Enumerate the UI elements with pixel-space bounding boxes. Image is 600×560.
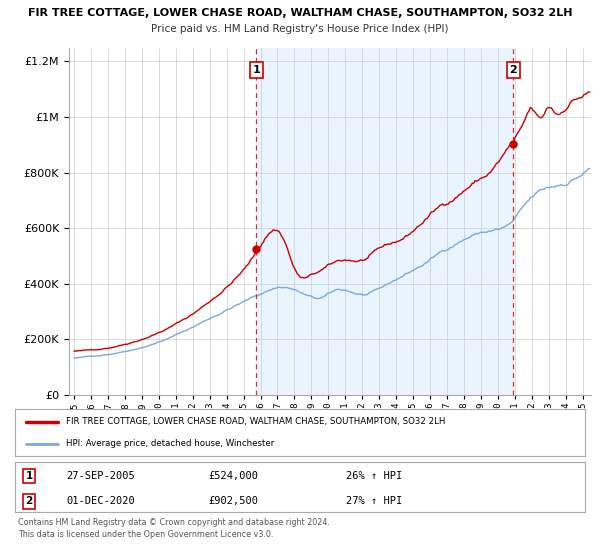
Text: 26% ↑ HPI: 26% ↑ HPI [346, 471, 402, 481]
Text: Price paid vs. HM Land Registry's House Price Index (HPI): Price paid vs. HM Land Registry's House … [151, 24, 449, 34]
Text: FIR TREE COTTAGE, LOWER CHASE ROAD, WALTHAM CHASE, SOUTHAMPTON, SO32 2LH: FIR TREE COTTAGE, LOWER CHASE ROAD, WALT… [28, 8, 572, 18]
Text: HPI: Average price, detached house, Winchester: HPI: Average price, detached house, Winc… [66, 439, 275, 448]
Bar [256, 48, 514, 395]
Text: 27% ↑ HPI: 27% ↑ HPI [346, 496, 402, 506]
Text: FIR TREE COTTAGE, LOWER CHASE ROAD, WALTHAM CHASE, SOUTHAMPTON, SO32 2LH: FIR TREE COTTAGE, LOWER CHASE ROAD, WALT… [66, 417, 446, 426]
Text: 27-SEP-2005: 27-SEP-2005 [66, 471, 135, 481]
Text: Contains HM Land Registry data © Crown copyright and database right 2024.
This d: Contains HM Land Registry data © Crown c… [18, 518, 330, 539]
Text: 01-DEC-2020: 01-DEC-2020 [66, 496, 135, 506]
Text: £524,000: £524,000 [209, 471, 259, 481]
Text: £902,500: £902,500 [209, 496, 259, 506]
Text: 1: 1 [253, 65, 260, 75]
Text: 2: 2 [509, 65, 517, 75]
Text: 1: 1 [26, 471, 33, 481]
Text: 2: 2 [26, 496, 33, 506]
